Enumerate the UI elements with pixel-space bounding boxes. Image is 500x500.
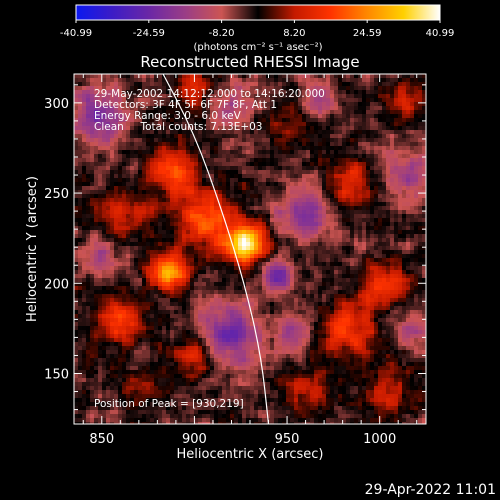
y-tick-label: 250: [44, 187, 69, 202]
x-axis: 850 900 950 1000: [82, 74, 418, 447]
colorbar-tick-label: -8.20: [209, 28, 235, 39]
annotations: 29-May-2002 14:12:12.000 to 14:16:20.000…: [94, 88, 325, 410]
chart-title: Reconstructed RHESSI Image: [140, 53, 359, 71]
x-tick-label: 900: [182, 432, 207, 447]
colorbar-strip: [75, 4, 441, 21]
colorbar-tick-label: -24.59: [133, 28, 165, 39]
y-tick-label: 200: [44, 277, 69, 292]
annotation-detectors: Detectors: 3F 4F 5F 6F 7F 8F, Att 1: [94, 99, 277, 111]
x-tick-label: 950: [275, 432, 300, 447]
footer-timestamp: 29-Apr-2022 11:01: [364, 482, 496, 498]
y-axis-label: Heliocentric Y (arcsec): [25, 176, 40, 322]
colorbar-tick-label: 24.59: [353, 28, 382, 39]
colorbar-unit-label: (photons cm⁻² s⁻¹ asec⁻²): [193, 42, 322, 53]
heatmap-canvas: [74, 74, 426, 424]
x-axis-label: Heliocentric X (arcsec): [177, 447, 324, 462]
solar-limb-curve: [162, 74, 270, 424]
plot-area: 850 900 950 1000 150 200 250 300: [44, 73, 427, 447]
x-tick-label: 1000: [363, 432, 396, 447]
heatmap-container: [74, 74, 426, 424]
colorbar-ticks: -40.99 -24.59 -8.20 8.20 24.59 40.99: [60, 20, 454, 39]
colorbar-tick-label: 8.20: [283, 28, 305, 39]
annotation-peak-position: Position of Peak = [930,219]: [94, 398, 244, 410]
colorbar-tick-label: -40.99: [60, 28, 92, 39]
colorbar: -40.99 -24.59 -8.20 8.20 24.59 40.99 (photons…: [60, 4, 454, 53]
y-tick-label: 300: [44, 97, 69, 112]
x-tick-label: 850: [89, 432, 114, 447]
annotation-clean-counts: Clean Total counts: 7.13E+03: [94, 121, 263, 133]
y-tick-label: 150: [44, 367, 69, 382]
y-axis: 150 200 250 300: [44, 84, 426, 411]
annotation-time-range: 29-May-2002 14:12:12.000 to 14:16:20.000: [94, 88, 325, 100]
annotation-energy-range: Energy Range: 3.0 - 6.0 keV: [94, 110, 242, 122]
colorbar-tick-label: 40.99: [426, 28, 455, 39]
